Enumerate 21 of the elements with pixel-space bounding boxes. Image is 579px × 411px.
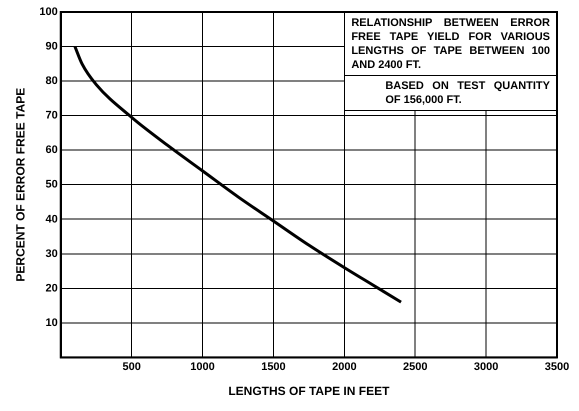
y-tick-label: 80 bbox=[46, 75, 58, 88]
x-tick-label: 3000 bbox=[474, 361, 498, 374]
y-tick-label: 50 bbox=[46, 178, 58, 191]
x-tick-label: 500 bbox=[122, 361, 141, 374]
y-tick-label: 100 bbox=[39, 6, 58, 18]
y-tick-label: 70 bbox=[46, 110, 58, 122]
y-tick-label: 20 bbox=[46, 282, 58, 294]
x-tick-label: 2500 bbox=[402, 361, 428, 374]
y-tick-label: 30 bbox=[46, 248, 58, 260]
annotation: RELATIONSHIP BETWEEN ERROR FREE TAPE YIELD FOR VARIOUS LENGTHS OF TAPE BETWEEN 100 AND 2400 FT. bbox=[345, 13, 556, 76]
x-tick-label: 2000 bbox=[332, 361, 357, 374]
x-tick-label: 3500 bbox=[544, 361, 570, 374]
x-tick-label: 1500 bbox=[261, 361, 286, 374]
y-tick-label: 90 bbox=[46, 40, 58, 53]
y-tick-label: 40 bbox=[46, 213, 58, 226]
x-tick-label: 1000 bbox=[190, 361, 215, 374]
y-tick-label: 60 bbox=[46, 144, 58, 156]
y-tick-label: 10 bbox=[46, 316, 58, 329]
x-axis-title: LENGTHS OF TAPE IN FEET bbox=[228, 384, 390, 398]
y-axis-title: PERCENT OF ERROR FREE TAPE bbox=[14, 88, 28, 282]
annotation: BASED ON TEST QUANTITY OF 156,000 FT. bbox=[384, 79, 551, 108]
